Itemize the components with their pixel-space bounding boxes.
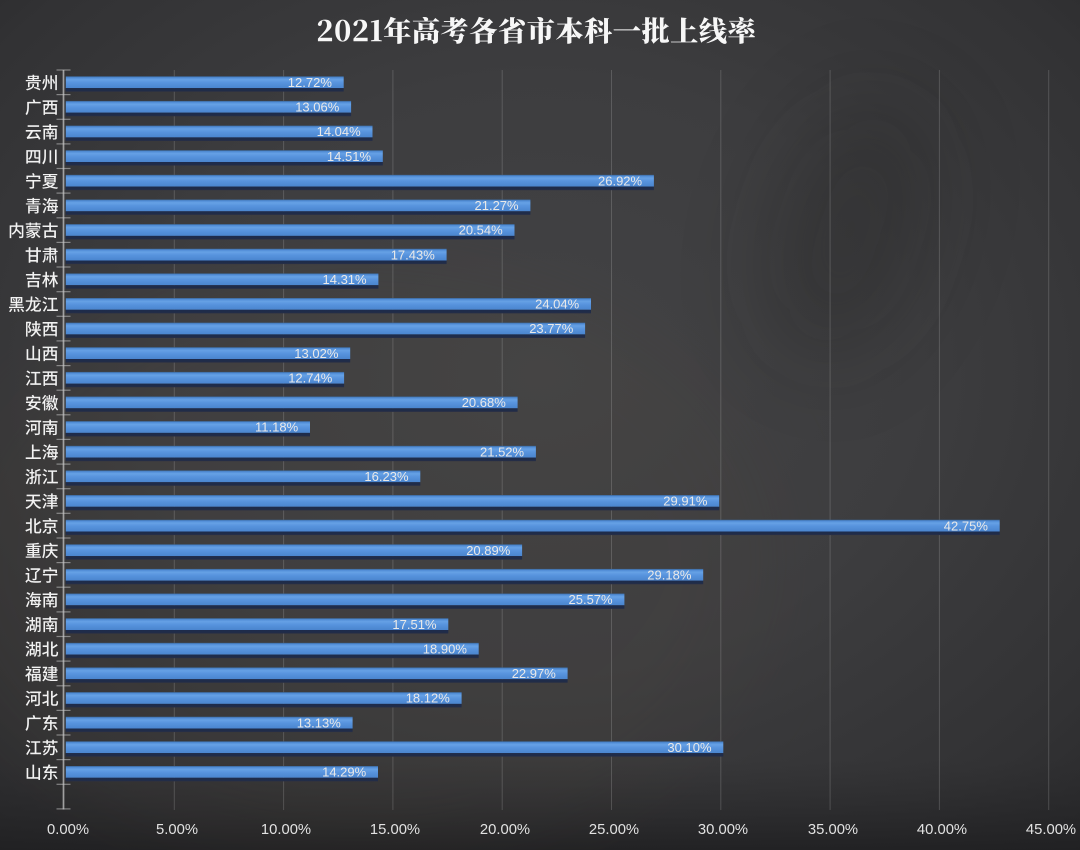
- svg-text:14.31%: 14.31%: [323, 272, 368, 287]
- svg-text:29.91%: 29.91%: [663, 494, 708, 509]
- svg-text:29.18%: 29.18%: [647, 568, 692, 583]
- svg-text:18.12%: 18.12%: [406, 691, 451, 706]
- svg-text:12.74%: 12.74%: [288, 371, 333, 386]
- svg-text:13.02%: 13.02%: [294, 346, 339, 361]
- svg-text:14.04%: 14.04%: [317, 124, 362, 139]
- svg-text:30.10%: 30.10%: [667, 740, 712, 755]
- svg-text:25.00%: 25.00%: [589, 822, 639, 838]
- svg-text:0.00%: 0.00%: [47, 822, 89, 838]
- svg-text:13.13%: 13.13%: [297, 715, 342, 730]
- svg-text:30.00%: 30.00%: [698, 822, 748, 838]
- svg-text:20.54%: 20.54%: [459, 223, 504, 238]
- svg-text:17.43%: 17.43%: [391, 247, 436, 262]
- svg-text:14.51%: 14.51%: [327, 149, 372, 164]
- svg-text:14.29%: 14.29%: [322, 765, 367, 780]
- svg-text:26.92%: 26.92%: [598, 173, 643, 188]
- svg-text:20.89%: 20.89%: [466, 543, 511, 558]
- svg-text:18.90%: 18.90%: [423, 641, 468, 656]
- svg-text:21.52%: 21.52%: [480, 444, 525, 459]
- svg-text:5.00%: 5.00%: [156, 822, 198, 838]
- svg-text:25.57%: 25.57%: [569, 592, 614, 607]
- svg-text:20.68%: 20.68%: [462, 395, 507, 410]
- svg-text:16.23%: 16.23%: [364, 469, 409, 484]
- svg-text:40.00%: 40.00%: [917, 822, 967, 838]
- svg-text:17.51%: 17.51%: [392, 617, 437, 632]
- svg-text:22.97%: 22.97%: [512, 666, 557, 681]
- svg-text:15.00%: 15.00%: [370, 822, 420, 838]
- svg-text:11.18%: 11.18%: [255, 420, 299, 435]
- svg-text:12.72%: 12.72%: [288, 75, 333, 90]
- svg-text:20.00%: 20.00%: [480, 822, 530, 838]
- svg-text:23.77%: 23.77%: [529, 321, 574, 336]
- svg-text:45.00%: 45.00%: [1026, 822, 1076, 838]
- svg-text:35.00%: 35.00%: [808, 822, 858, 838]
- svg-text:42.75%: 42.75%: [944, 518, 989, 533]
- svg-text:10.00%: 10.00%: [261, 822, 311, 838]
- svg-text:21.27%: 21.27%: [475, 198, 520, 213]
- svg-text:13.06%: 13.06%: [295, 100, 340, 115]
- svg-text:24.04%: 24.04%: [535, 297, 580, 312]
